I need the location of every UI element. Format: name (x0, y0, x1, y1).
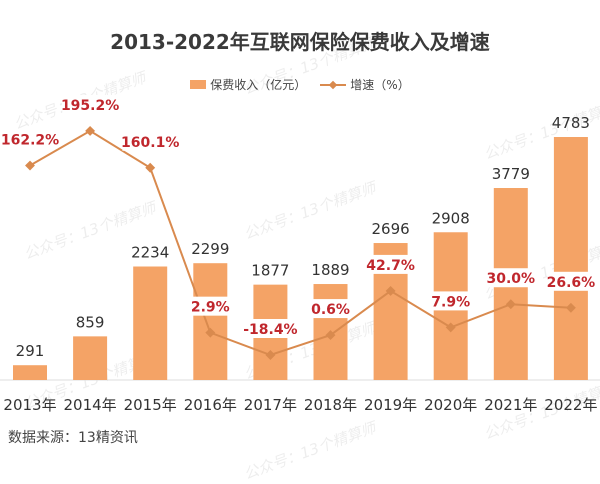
growth-label-bg (311, 299, 350, 319)
legend-label: 保费收入（亿元） (210, 78, 307, 92)
growth-label: 30.0% (487, 271, 536, 287)
growth-label: 162.2% (1, 133, 59, 149)
growth-label-bg (122, 131, 178, 151)
growth-point (145, 162, 156, 173)
bar-label: 1889 (311, 261, 349, 279)
bar (13, 365, 47, 380)
growth-point (565, 302, 576, 313)
growth-label-bg (431, 291, 470, 311)
legend-label: 增速（%） (350, 78, 410, 92)
x-tick-label: 2022年 (544, 396, 597, 414)
growth-label: 0.6% (311, 302, 350, 318)
legend-item-line: 增速（%） (320, 76, 410, 93)
growth-label-bg (547, 271, 595, 291)
source-note: 数据来源：13精资讯 (8, 430, 138, 446)
legend: 保费收入（亿元） 增速（%） (0, 76, 600, 93)
x-tick-label: 2015年 (124, 396, 177, 414)
growth-label: 7.9% (431, 294, 470, 310)
bar-label: 2696 (372, 220, 410, 238)
x-tick-label: 2019年 (364, 396, 417, 414)
x-tick-label: 2013年 (3, 396, 56, 414)
growth-label-bg (367, 254, 415, 274)
growth-point (325, 330, 336, 341)
growth-point (265, 350, 276, 360)
growth-point (205, 327, 216, 338)
bar (193, 263, 228, 380)
x-tick-label: 2017年 (244, 396, 297, 414)
growth-label-bg (2, 129, 58, 149)
bar-label: 4783 (552, 114, 590, 132)
chart-title: 2013-2022年互联网保险保费收入及增速 (110, 30, 490, 54)
bar (133, 266, 168, 380)
growth-label: 42.7% (366, 258, 415, 274)
bar-label: 3779 (492, 165, 530, 183)
growth-label: 160.1% (121, 135, 179, 151)
growth-point (25, 160, 35, 171)
x-tick-label: 2018年 (304, 396, 357, 414)
bar-label: 2234 (131, 244, 169, 262)
bar-label: 859 (76, 313, 105, 331)
legend-bar-swatch (190, 80, 207, 89)
x-tick-label: 2016年 (184, 396, 237, 414)
growth-label: 2.9% (191, 300, 230, 316)
bar-label: 1877 (251, 262, 289, 280)
bar-label: 2908 (432, 209, 470, 227)
bar (553, 137, 588, 380)
bar-label: 291 (16, 342, 45, 360)
growth-point (445, 322, 456, 333)
bar (73, 336, 108, 380)
growth-label: 195.2% (61, 98, 119, 114)
growth-point (85, 125, 96, 136)
growth-point (385, 285, 396, 296)
growth-label-bg (242, 319, 299, 339)
legend-line-swatch (320, 80, 347, 89)
growth-point (505, 299, 516, 310)
x-tick-label: 2021年 (484, 396, 537, 414)
growth-label: 26.6% (547, 275, 596, 291)
growth-label-bg (62, 94, 118, 114)
growth-label-bg (191, 296, 230, 316)
x-tick-label: 2014年 (64, 396, 117, 414)
chart-canvas: 291 2013年 859 2014年 2234 2015年 2299 2016年 1877 20… (0, 94, 600, 414)
x-tick-label: 2020年 (424, 396, 477, 414)
growth-line (29, 129, 571, 357)
legend-item-bar: 保费收入（亿元） (190, 76, 306, 93)
growth-label: -18.4% (243, 322, 297, 338)
bar-label: 2299 (191, 240, 229, 258)
growth-label-bg (487, 268, 535, 288)
